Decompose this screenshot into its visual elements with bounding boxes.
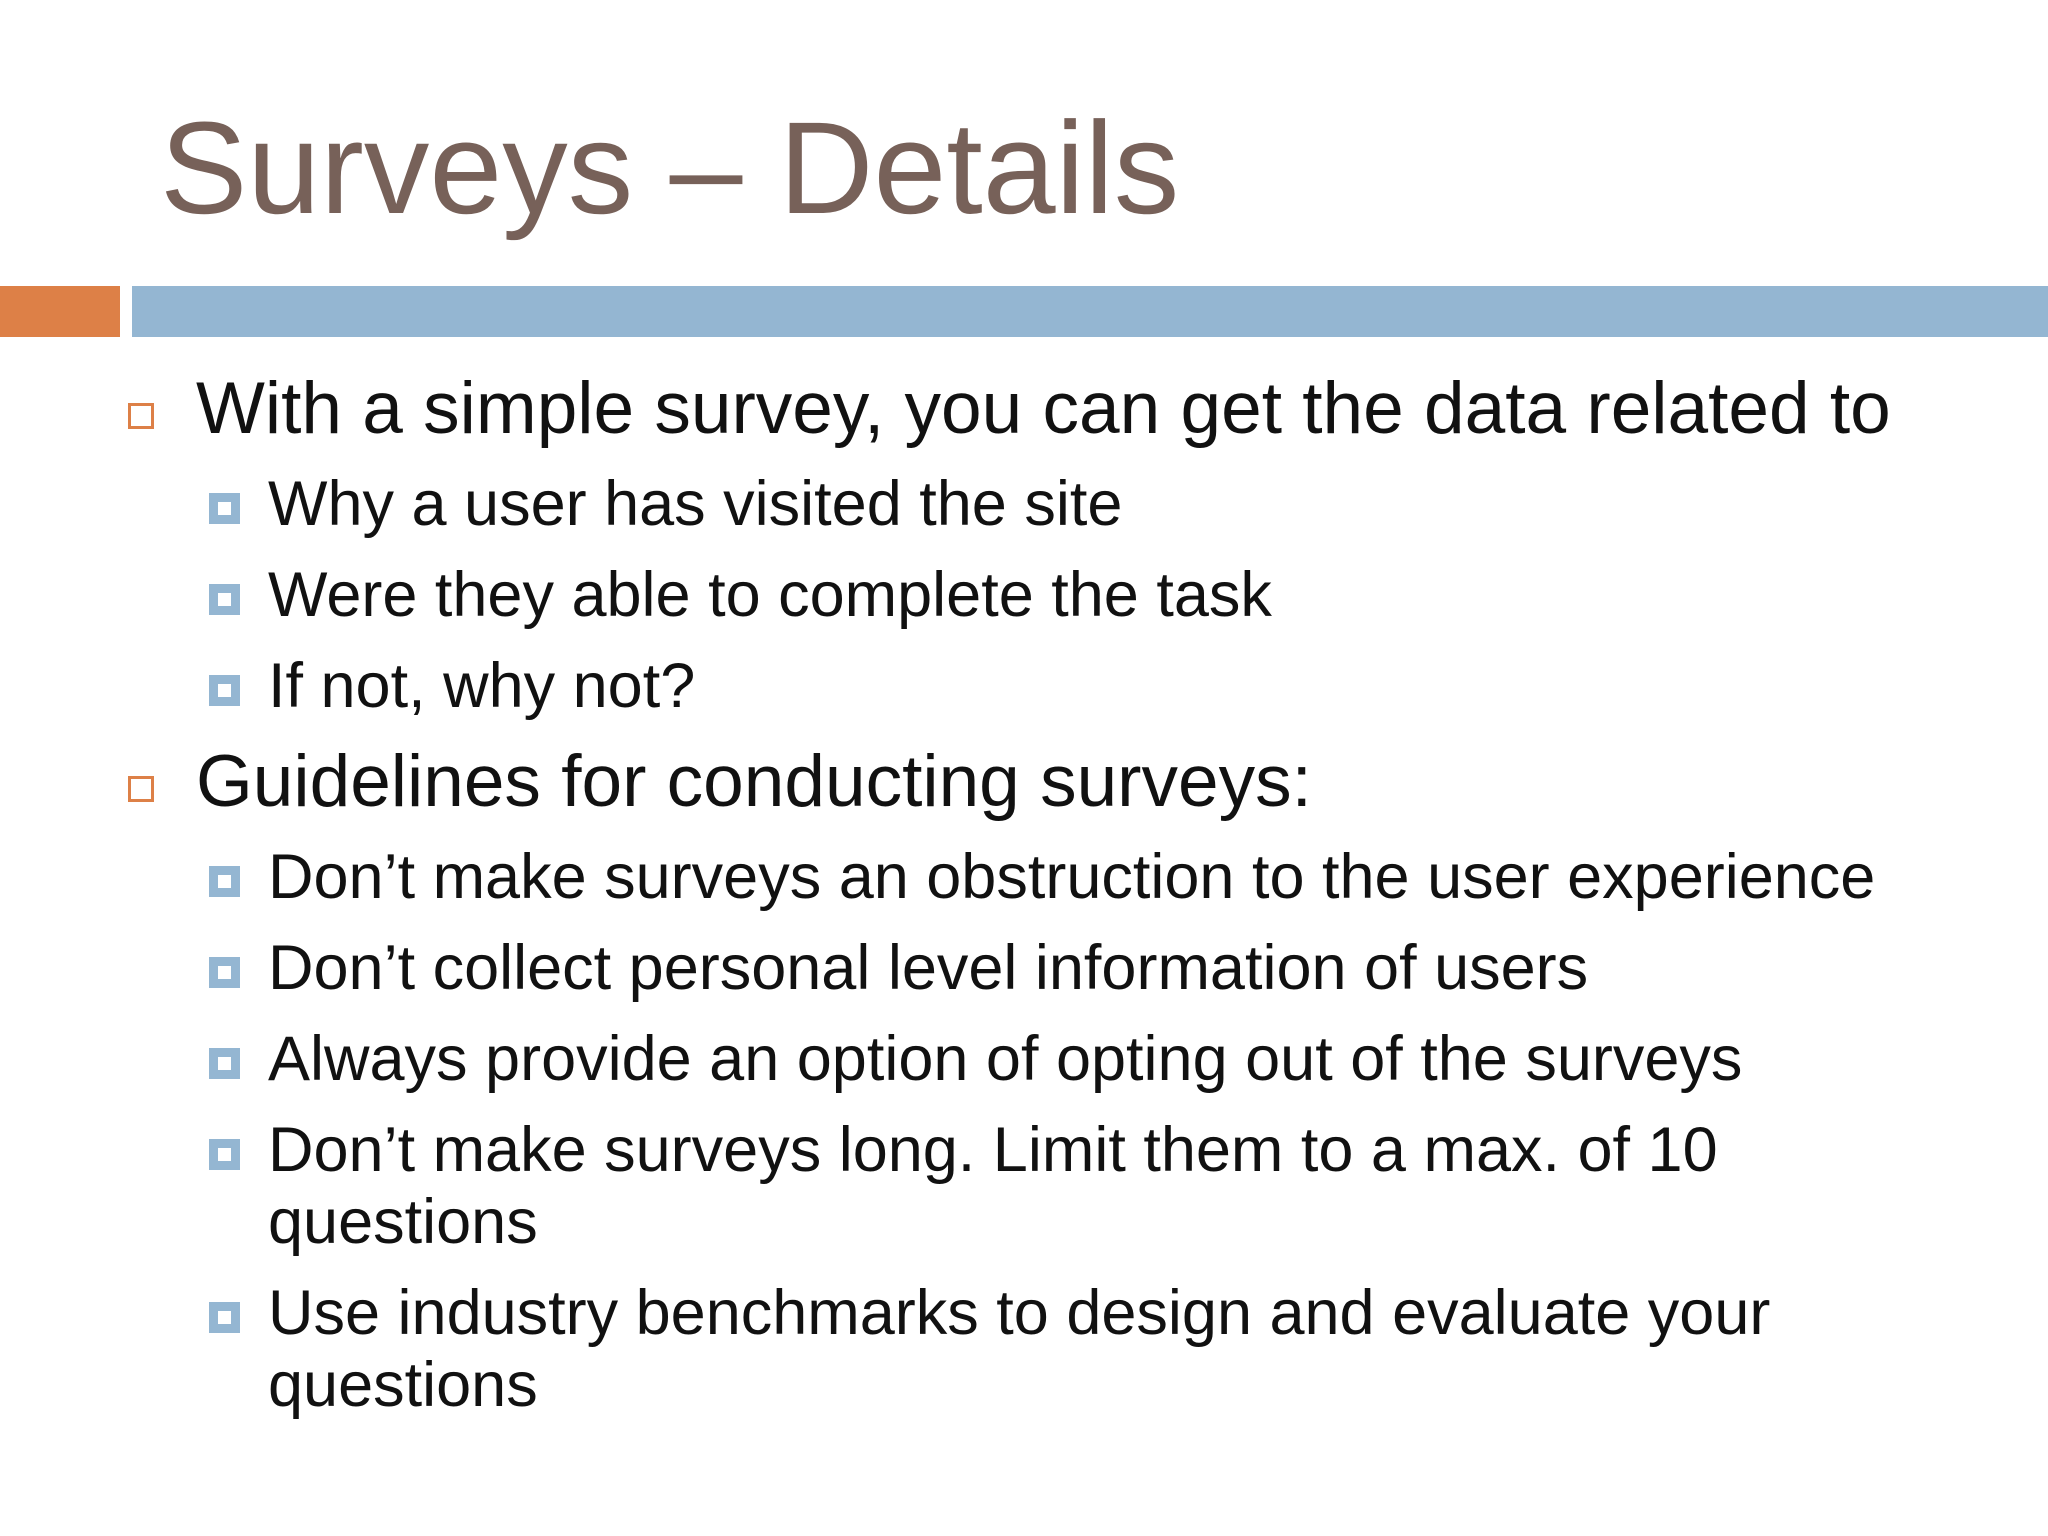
sub-bullet: If not, why not? xyxy=(209,650,1920,722)
sub-bullet-text: Don’t make surveys an obstruction to the… xyxy=(268,842,1876,912)
bullet-marker xyxy=(128,776,154,802)
sub-bullet-marker xyxy=(209,584,240,615)
sub-bullet: Don’t make surveys long. Limit them to a… xyxy=(209,1114,1920,1258)
bullet-list: With a simple survey, you can get the da… xyxy=(128,368,1920,1421)
sub-bullet: Don’t make surveys an obstruction to the… xyxy=(209,841,1920,913)
sub-bullet-text: Always provide an option of opting out o… xyxy=(268,1024,1743,1094)
sub-bullet: Use industry benchmarks to design and ev… xyxy=(209,1277,1920,1421)
title-rule xyxy=(132,286,2048,337)
sub-bullet-marker xyxy=(209,1139,240,1170)
bullet: With a simple survey, you can get the da… xyxy=(128,368,1920,449)
bullet-text: With a simple survey, you can get the da… xyxy=(196,368,1891,449)
sub-bullet-text: If not, why not? xyxy=(268,651,696,721)
sub-bullet-text: Why a user has visited the site xyxy=(268,469,1123,539)
sub-bullet-text: Use industry benchmarks to design and ev… xyxy=(268,1278,1771,1420)
sub-bullet-text: Don’t collect personal level information… xyxy=(268,933,1589,1003)
bullet: Guidelines for conducting surveys: xyxy=(128,741,1920,822)
sub-bullet-marker xyxy=(209,675,240,706)
sub-bullet-text: Don’t make surveys long. Limit them to a… xyxy=(268,1115,1718,1257)
sub-bullet-marker xyxy=(209,957,240,988)
slide-title: Surveys – Details xyxy=(160,94,1180,241)
sub-bullet: Don’t collect personal level information… xyxy=(209,932,1920,1004)
sub-bullet: Were they able to complete the task xyxy=(209,559,1920,631)
sub-bullet-marker xyxy=(209,1048,240,1079)
sub-bullet: Always provide an option of opting out o… xyxy=(209,1023,1920,1095)
accent-bar xyxy=(0,286,120,337)
bullet-marker xyxy=(128,403,154,429)
bullet-text: Guidelines for conducting surveys: xyxy=(196,741,1312,822)
sub-bullet-marker xyxy=(209,1302,240,1333)
sub-bullet-text: Were they able to complete the task xyxy=(268,560,1272,630)
sub-bullet-marker xyxy=(209,493,240,524)
sub-bullet: Why a user has visited the site xyxy=(209,468,1920,540)
sub-bullet-marker xyxy=(209,866,240,897)
